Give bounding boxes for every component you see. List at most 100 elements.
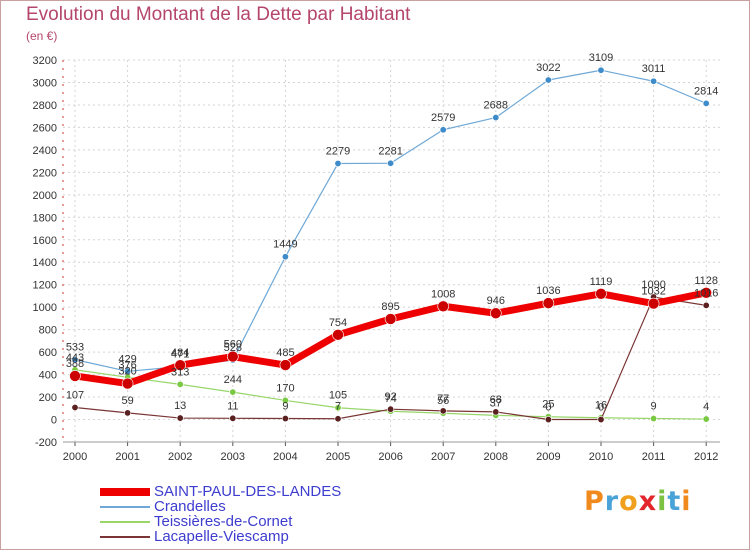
data-label: 56 bbox=[437, 395, 449, 407]
data-point bbox=[176, 380, 184, 388]
chart-title: Evolution du Montant de la Dette par Hab… bbox=[26, 4, 411, 25]
legend-label: Teissières-de-Cornet bbox=[154, 513, 293, 530]
legend-label: Crandelles bbox=[154, 498, 226, 515]
data-label: 485 bbox=[276, 347, 294, 359]
x-tick-label: 2000 bbox=[63, 451, 87, 463]
x-tick-label: 2012 bbox=[694, 451, 718, 463]
data-label: 528 bbox=[224, 342, 242, 354]
data-point bbox=[492, 408, 500, 416]
x-tick-label: 2002 bbox=[168, 451, 192, 463]
y-tick-label: 200 bbox=[39, 392, 57, 404]
data-label: 388 bbox=[66, 358, 84, 370]
data-label: 59 bbox=[121, 395, 133, 407]
data-label: 13 bbox=[174, 400, 186, 412]
data-label: 2814 bbox=[694, 85, 718, 97]
x-tick-label: 2005 bbox=[326, 451, 350, 463]
data-label: 754 bbox=[329, 317, 347, 329]
data-point bbox=[71, 356, 79, 364]
y-tick-label: 400 bbox=[39, 370, 57, 382]
data-label: 1016 bbox=[694, 287, 718, 299]
y-tick-label: 1000 bbox=[33, 302, 57, 314]
x-tick-label: 2007 bbox=[431, 451, 455, 463]
data-point bbox=[227, 350, 239, 363]
data-label: 2279 bbox=[326, 145, 350, 157]
data-label: 320 bbox=[118, 366, 136, 378]
x-tick-label: 2011 bbox=[642, 451, 666, 463]
data-label: 16 bbox=[595, 400, 607, 412]
data-point bbox=[174, 359, 186, 371]
data-label: 37 bbox=[490, 397, 502, 409]
y-tick-label: 2200 bbox=[33, 167, 57, 179]
data-label: 2281 bbox=[378, 145, 402, 157]
data-label: 429 bbox=[118, 353, 136, 365]
data-point bbox=[492, 114, 500, 122]
logo-letter: P bbox=[584, 486, 605, 517]
y-tick-label: 2400 bbox=[33, 145, 57, 157]
data-point bbox=[332, 329, 344, 341]
legend-label: SAINT-PAUL-DES-LANDES bbox=[154, 483, 342, 500]
data-point bbox=[124, 409, 132, 417]
data-point bbox=[229, 388, 237, 396]
data-label: 9 bbox=[651, 401, 657, 413]
data-label: 25 bbox=[542, 399, 554, 411]
data-label: 4 bbox=[703, 401, 709, 413]
data-label: 0 bbox=[545, 402, 551, 414]
data-point bbox=[647, 297, 660, 310]
y-tick-label: -200 bbox=[35, 437, 57, 449]
data-label: 1008 bbox=[431, 288, 455, 300]
data-point bbox=[176, 414, 184, 422]
data-label: 11 bbox=[227, 400, 238, 412]
data-point bbox=[387, 405, 395, 413]
data-point bbox=[489, 307, 502, 320]
data-point bbox=[279, 359, 292, 371]
data-point bbox=[702, 99, 710, 107]
data-label: 92 bbox=[384, 391, 396, 403]
y-tick-label: 1400 bbox=[33, 257, 57, 269]
chart-legend: SAINT-PAUL-DES-LANDES Crandelles Teissiè… bbox=[100, 483, 360, 545]
data-point bbox=[121, 377, 134, 390]
y-tick-label: 2600 bbox=[33, 122, 57, 134]
data-point bbox=[702, 415, 710, 423]
legend-item: Lacapelle-Viescamp bbox=[100, 528, 360, 545]
y-tick-label: 800 bbox=[39, 325, 57, 337]
x-tick-label: 2003 bbox=[221, 451, 245, 463]
x-tick-label: 2008 bbox=[484, 451, 508, 463]
legend-swatch bbox=[100, 521, 150, 523]
data-label: 74 bbox=[384, 393, 396, 405]
y-tick-label: 0 bbox=[51, 415, 57, 427]
y-tick-label: 3200 bbox=[33, 55, 57, 67]
data-point bbox=[702, 301, 710, 309]
y-tick-label: 2000 bbox=[33, 190, 57, 202]
logo-letter: r bbox=[604, 486, 620, 517]
data-label: 1128 bbox=[694, 275, 718, 287]
data-point bbox=[281, 253, 289, 261]
legend-item: Teissières-de-Cornet bbox=[100, 513, 360, 530]
data-label: 244 bbox=[224, 374, 242, 386]
x-tick-label: 2004 bbox=[273, 451, 297, 463]
data-point bbox=[281, 415, 289, 423]
data-label: 170 bbox=[276, 382, 294, 394]
data-label: 1032 bbox=[641, 286, 665, 298]
data-label: 946 bbox=[487, 295, 505, 307]
data-point bbox=[334, 159, 342, 167]
legend-swatch bbox=[100, 506, 150, 508]
data-point bbox=[387, 159, 395, 167]
y-tick-label: 1200 bbox=[33, 280, 57, 292]
data-point bbox=[439, 407, 447, 415]
data-point bbox=[334, 404, 342, 412]
data-label: 3011 bbox=[642, 63, 666, 75]
data-label: 1090 bbox=[641, 279, 665, 291]
data-point bbox=[542, 297, 555, 309]
data-point bbox=[437, 300, 450, 313]
data-label: 107 bbox=[66, 390, 84, 402]
data-point bbox=[650, 415, 658, 423]
data-label: 105 bbox=[329, 390, 347, 402]
chart-subtitle: (en €) bbox=[26, 29, 58, 43]
data-point bbox=[229, 414, 237, 422]
y-tick-label: 600 bbox=[39, 347, 57, 359]
data-label: 1036 bbox=[536, 285, 560, 297]
data-point bbox=[69, 370, 81, 382]
data-point bbox=[439, 126, 447, 134]
logo-letter: x bbox=[638, 486, 658, 517]
